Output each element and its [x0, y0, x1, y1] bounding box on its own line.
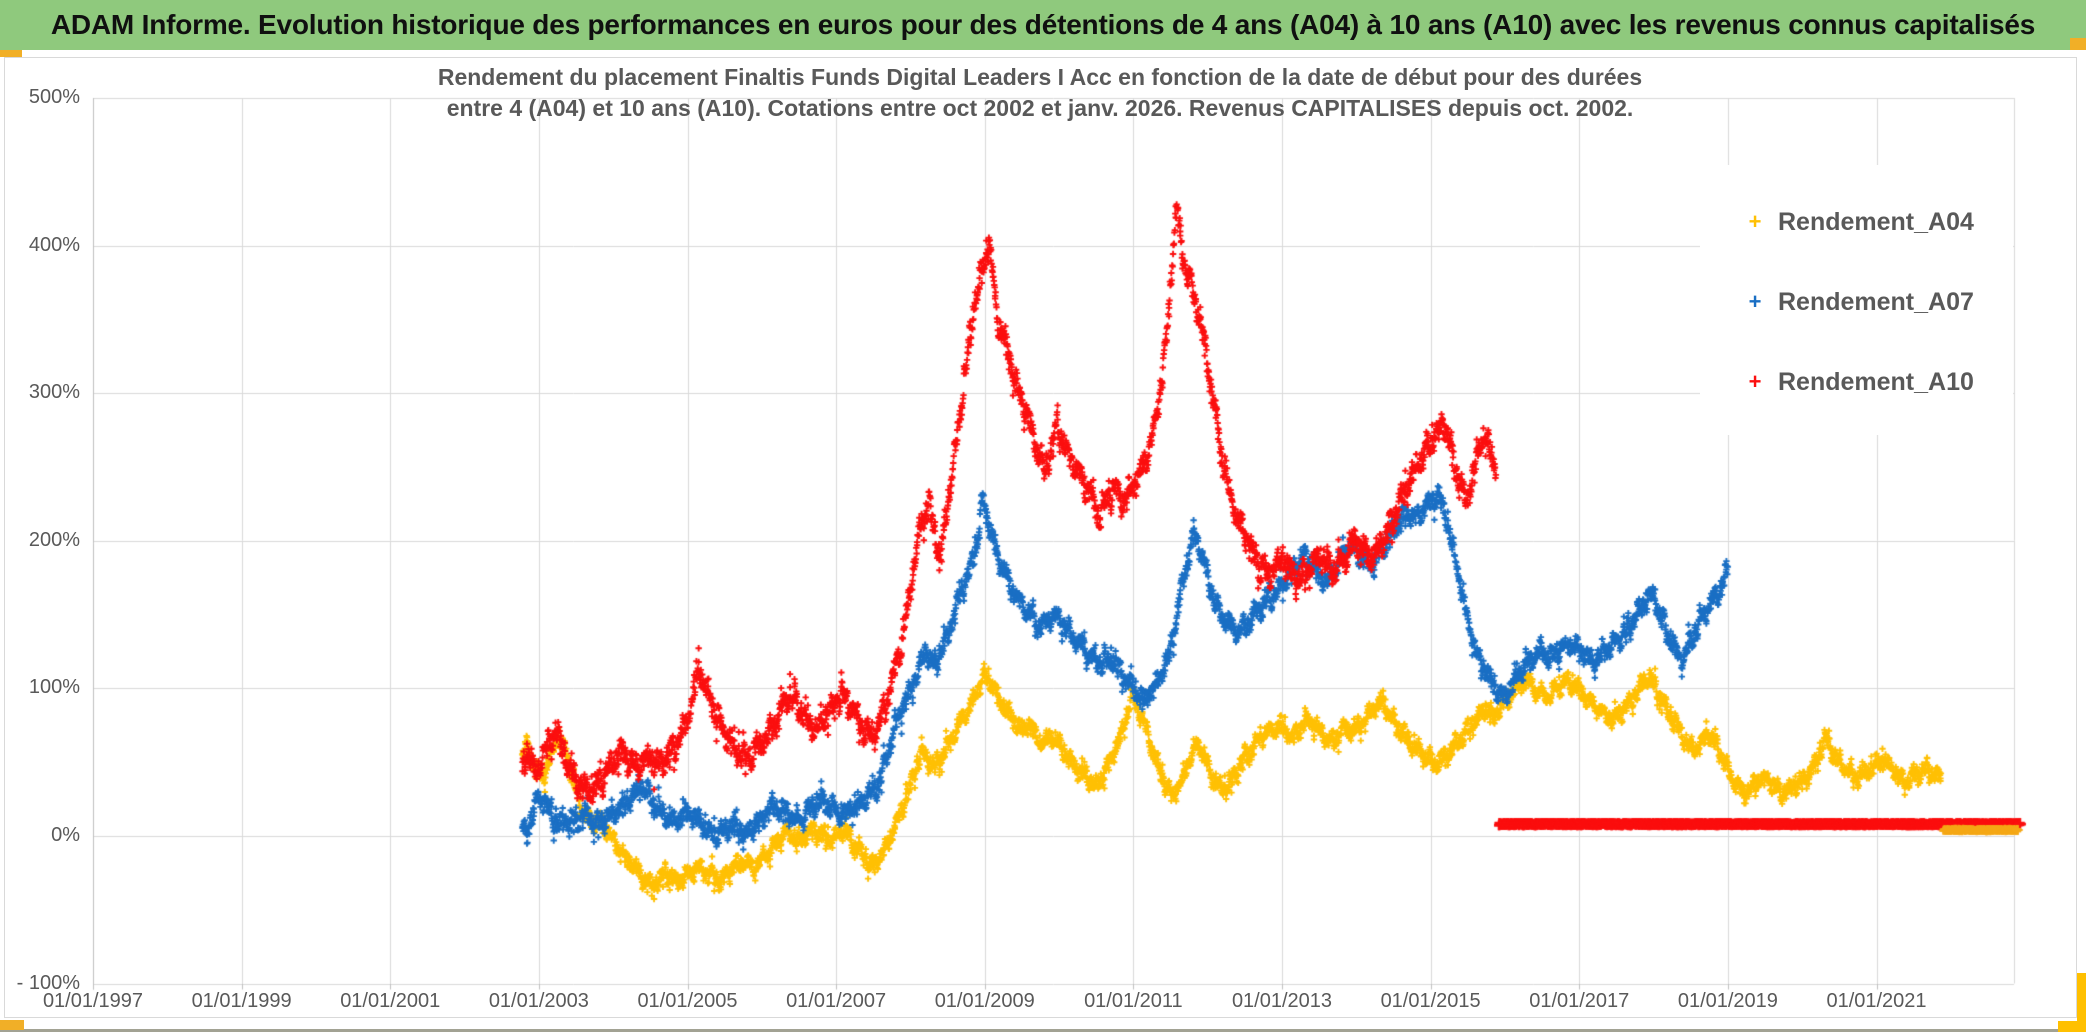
chart-title-line1: Rendement du placement Finaltis Funds Di…	[437, 64, 1643, 90]
legend-label: Rendement_A04	[1778, 207, 1974, 236]
x-axis-tick-label: 01/01/2019	[1677, 990, 1778, 1012]
x-axis-tick-label: 01/01/2005	[637, 990, 738, 1012]
gold-accent-bottom-right-vertical	[2077, 973, 2086, 1032]
y-axis-tick-label: 0%	[51, 823, 80, 846]
chart-legend: + Rendement_A04 + Rendement_A07 + Rendement_A…	[1700, 165, 2013, 435]
legend-item-rendement_a04[interactable]: + Rendement_A04	[1700, 203, 2013, 241]
gold-accent-top-right	[2070, 38, 2086, 50]
report-title: ADAM Informe. Evolution historique des p…	[50, 9, 2036, 40]
legend-item-rendement_a10[interactable]: + Rendement_A10	[1700, 363, 2013, 401]
report-title-bar: ADAM Informe. Evolution historique des p…	[0, 0, 2086, 50]
plus-marker-icon: +	[1748, 209, 1762, 234]
x-axis-tick-label: 01/01/2021	[1826, 990, 1927, 1012]
chart-title-line2: entre 4 (A04) et 10 ans (A10). Cotations…	[446, 95, 1634, 121]
x-axis-tick-label: 01/01/1999	[191, 990, 292, 1012]
x-axis-tick-label: 01/01/2001	[340, 990, 441, 1012]
legend-item-rendement_a07[interactable]: + Rendement_A07	[1700, 283, 2013, 321]
y-axis-tick-label: 100%	[28, 676, 80, 699]
window-bottom-edge	[0, 1029, 2086, 1032]
x-axis-tick-label: 01/01/2003	[488, 990, 589, 1012]
x-axis-tick-label: 01/01/2015	[1380, 990, 1481, 1012]
plus-marker-icon: +	[1748, 369, 1762, 394]
legend-label: Rendement_A07	[1778, 287, 1974, 316]
chart-title: Rendement du placement Finaltis Funds Di…	[160, 62, 1920, 124]
x-axis-tick-label: 01/01/1997	[42, 990, 144, 1012]
x-axis-tick-label: 01/01/2017	[1529, 990, 1630, 1012]
y-axis-tick-label: 500%	[28, 86, 80, 108]
gold-accent-top-left	[0, 50, 22, 57]
x-axis-tick-label: 01/01/2011	[1084, 990, 1183, 1012]
x-axis-tick-label: 01/01/2013	[1231, 990, 1333, 1012]
gold-accent-bottom-right-horizontal	[2058, 1021, 2086, 1032]
plus-marker-icon: +	[1748, 289, 1762, 314]
y-axis-tick-label: 400%	[28, 233, 80, 256]
y-axis-tick-label: 200%	[28, 528, 80, 551]
gold-accent-bottom-left	[0, 1020, 24, 1030]
x-axis-tick-label: 01/01/2007	[786, 990, 887, 1012]
y-axis-tick-label: - 100%	[16, 971, 80, 994]
x-axis-tick-label: 01/01/2009	[934, 990, 1035, 1012]
legend-label: Rendement_A10	[1778, 367, 1974, 396]
y-axis-tick-label: 300%	[28, 381, 80, 404]
